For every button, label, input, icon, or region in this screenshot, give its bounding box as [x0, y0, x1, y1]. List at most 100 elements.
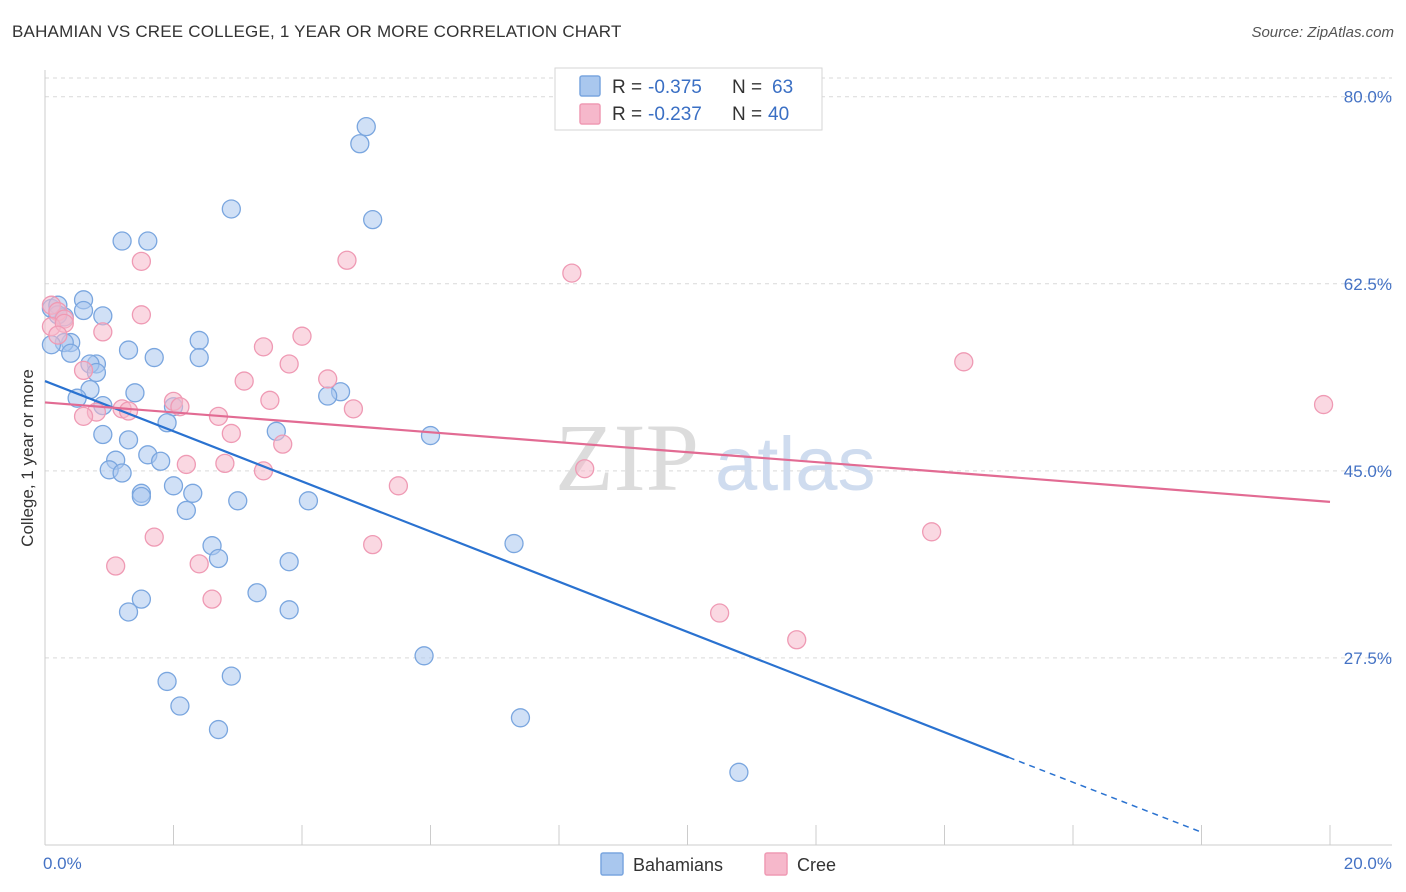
bahamians-trend-extension	[1008, 756, 1202, 833]
bahamians-point	[356, 117, 376, 137]
cree-point	[131, 305, 152, 325]
bahamians-point	[318, 386, 338, 406]
bahamians-point	[208, 719, 229, 740]
cree-point	[388, 476, 409, 496]
legend-n-label-blue: N =	[732, 77, 762, 98]
bahamians-point	[420, 425, 441, 446]
legend-r-value-blue: -0.375	[648, 77, 702, 98]
bottom-legend: Bahamians Cree	[600, 852, 836, 876]
cree-point	[215, 453, 235, 474]
cree-point	[221, 423, 241, 444]
cree-point	[562, 263, 582, 283]
bottom-legend-swatch-bahamians	[600, 852, 624, 876]
cree-point	[575, 459, 595, 479]
bahamians-point	[504, 533, 524, 554]
cree-point	[709, 603, 730, 623]
bahamians-point	[163, 476, 184, 496]
cree-point	[73, 360, 94, 381]
legend-r-label-pink: R =	[612, 104, 642, 125]
cree-point	[253, 337, 274, 357]
chart-title: BAHAMIAN VS CREE COLLEGE, 1 YEAR OR MORE…	[12, 22, 622, 41]
bahamians-point	[73, 300, 94, 321]
bahamians-point	[118, 340, 139, 360]
bottom-legend-label-bahamians: Bahamians	[633, 855, 723, 875]
bahamians-point	[350, 134, 370, 154]
cree-point	[73, 406, 94, 426]
axes	[44, 70, 1392, 846]
y-tick-label: 45.0%	[1344, 462, 1392, 481]
source-credit: Source: ZipAtlas.com	[1251, 24, 1394, 41]
x-tick-label: 20.0%	[1344, 854, 1392, 873]
cree-point	[787, 630, 807, 650]
cree-point	[922, 522, 942, 542]
bottom-legend-swatch-cree	[764, 852, 788, 876]
cree-point	[260, 390, 280, 410]
bahamians-point	[247, 583, 267, 603]
bahamians-point	[189, 347, 209, 368]
cree-point	[273, 434, 293, 454]
y-tick-label: 27.5%	[1344, 649, 1392, 668]
legend-n-label-pink: N =	[732, 104, 762, 125]
legend-r-label-blue: R =	[612, 77, 642, 98]
cree-point	[144, 527, 164, 547]
bahamians-point	[279, 552, 299, 572]
bahamians-point	[414, 646, 434, 666]
bahamians-trend-line	[44, 380, 1010, 759]
bahamians-point	[118, 430, 139, 450]
bahamians-point	[157, 671, 177, 692]
legend-box: R = -0.375 N = 63 R = -0.237 N = 40	[554, 67, 823, 131]
y-tick-label: 62.5%	[1344, 275, 1392, 294]
cree-point	[48, 325, 68, 345]
bahamians-point	[118, 602, 139, 622]
bahamians-point	[112, 231, 132, 251]
data-points	[41, 117, 1334, 782]
cree-point	[279, 354, 299, 374]
bahamians-point	[170, 696, 190, 716]
gridlines	[45, 77, 1392, 659]
cree-point	[954, 352, 974, 372]
cree-point	[292, 326, 312, 346]
bahamians-point	[189, 330, 209, 351]
bahamians-point	[729, 762, 749, 782]
cree-point	[337, 250, 357, 270]
cree-trend-line	[44, 401, 1331, 503]
legend-swatch-blue	[579, 75, 601, 97]
cree-point	[189, 554, 209, 574]
cree-point	[343, 399, 364, 419]
bahamians-point	[131, 486, 152, 507]
bahamians-point	[112, 463, 132, 483]
bahamians-point	[221, 199, 241, 219]
cree-point	[318, 369, 338, 389]
watermark: ZIP atlas	[555, 404, 876, 511]
legend-swatch-pink	[579, 103, 601, 125]
y-axis-label: College, 1 year or more	[18, 369, 37, 547]
legend-r-value-pink: -0.237	[648, 104, 702, 125]
bahamians-point	[298, 491, 319, 511]
bahamians-point	[208, 548, 229, 569]
cree-point	[93, 322, 113, 342]
bahamians-point	[363, 210, 383, 230]
legend-n-value-pink: 40	[768, 104, 789, 125]
x-tick-label: 0.0%	[43, 854, 82, 873]
legend-n-value-blue: 63	[772, 77, 793, 98]
cree-point	[202, 589, 222, 609]
trend-lines	[44, 380, 1331, 833]
cree-point	[106, 556, 126, 576]
bahamians-point	[125, 383, 145, 403]
bahamians-point	[183, 483, 203, 503]
tick-labels: 80.0% 62.5% 45.0% 27.5% 0.0% 20.0%	[43, 88, 1392, 873]
bahamians-point	[150, 451, 171, 471]
cree-point	[1313, 394, 1334, 415]
bahamians-point	[131, 589, 152, 609]
bahamians-point	[93, 424, 113, 445]
bahamians-point	[228, 491, 248, 511]
bahamians-point	[176, 500, 197, 521]
cree-point	[170, 397, 190, 417]
watermark-zip: ZIP	[555, 404, 699, 511]
bahamians-point	[510, 708, 531, 728]
cree-point	[131, 251, 152, 271]
bahamians-point	[279, 600, 299, 620]
cree-point	[176, 454, 197, 475]
bahamians-point	[93, 306, 113, 326]
